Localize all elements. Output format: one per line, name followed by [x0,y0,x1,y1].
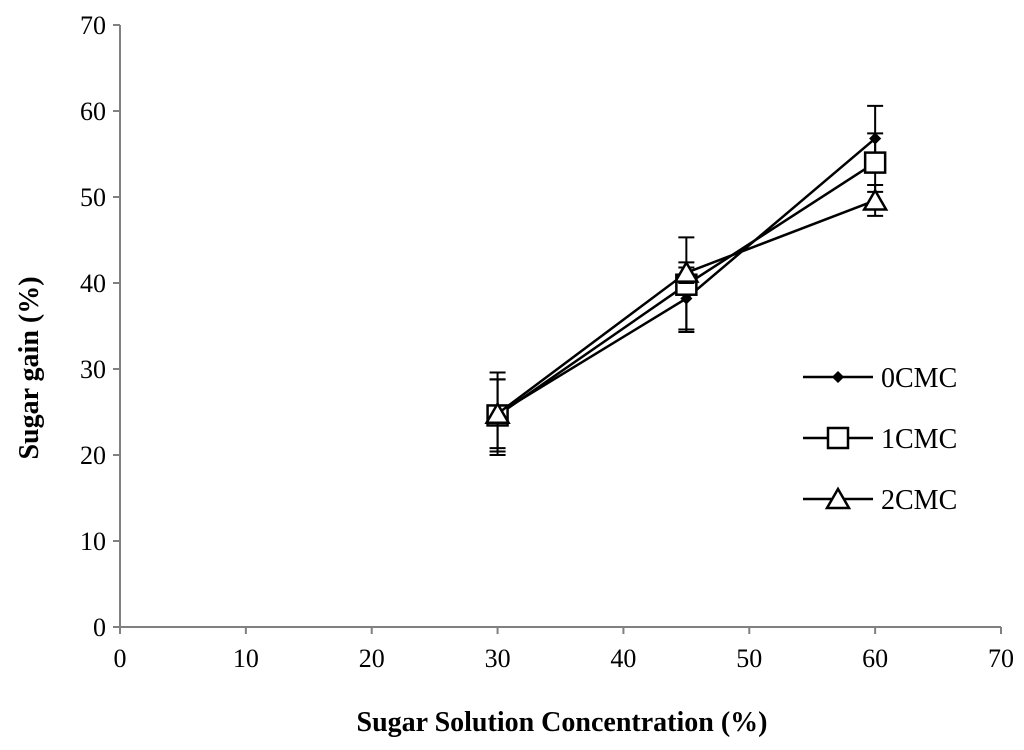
x-tick-label: 50 [736,644,762,673]
y-tick-label: 40 [80,269,106,298]
y-tick-label: 0 [93,613,106,642]
y-tick-label: 20 [80,441,106,470]
series-2CMC [484,183,889,450]
y-tick-label: 60 [80,97,106,126]
data-point [863,151,887,174]
axes: 0 10 20 30 40 50 60 70 0 10 20 30 40 50 60 70 [80,11,1014,673]
y-tick-label: 30 [80,355,106,384]
legend-item-0CMC: 0CMC [803,363,957,394]
y-tick-label: 50 [80,183,106,212]
x-tick-label: 10 [233,644,259,673]
y-axis-title: Sugar gain (%) [14,276,45,459]
x-axis-title: Sugar Solution Concentration (%) [357,707,768,738]
legend-label: 2CMC [881,485,957,516]
legend-label: 1CMC [881,424,957,455]
x-tick-label: 30 [485,644,511,673]
x-tick-label: 20 [359,644,385,673]
legend-item-2CMC: 2CMC [803,485,957,516]
legend: 0CMC 1CMC 2CMC [803,363,957,516]
data-point [673,260,700,283]
legend-marker [831,370,845,384]
x-tick-label: 70 [988,644,1014,673]
x-tick-label: 0 [114,644,127,673]
x-tick-label: 60 [862,644,888,673]
x-tick-label: 40 [610,644,636,673]
y-tick-label: 70 [80,11,106,40]
legend-marker [824,486,852,510]
series-layer [484,104,889,456]
legend-marker [826,426,850,450]
legend-item-1CMC: 1CMC [803,424,957,455]
data-point [861,187,889,211]
y-tick-label: 10 [80,527,106,556]
legend-label: 0CMC [881,363,957,394]
data-point [484,401,511,424]
